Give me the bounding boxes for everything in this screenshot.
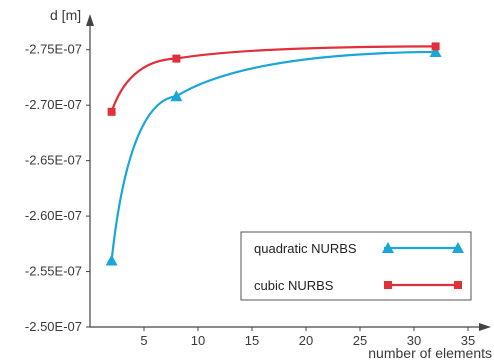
y-tick-label: -2.60E-07 — [25, 208, 82, 223]
legend-marker — [454, 281, 462, 289]
x-axis-arrow-icon — [479, 323, 491, 331]
ticks: 5 10 15 20 25 30 35 -2.50E-07 -2.55E-07 -2.60E-07… — [25, 42, 475, 348]
x-tick-label: 35 — [461, 333, 475, 348]
data-point-triangle — [105, 254, 118, 266]
data-point-square — [172, 54, 181, 63]
x-axis-title: number of elements — [368, 345, 492, 361]
y-tick-label: -2.65E-07 — [25, 153, 82, 168]
legend-label: cubic NURBS — [254, 278, 334, 293]
y-axis-arrow-icon — [86, 14, 94, 26]
legend-marker — [452, 242, 464, 253]
x-tick-label: 15 — [245, 333, 259, 348]
x-tick-label: 5 — [140, 333, 147, 348]
series-line-1 — [110, 45, 436, 113]
y-tick-label: -2.70E-07 — [25, 97, 82, 112]
series-line-0 — [110, 50, 436, 261]
y-tick-label: -2.50E-07 — [25, 319, 82, 334]
data-point-square — [107, 107, 116, 116]
x-tick-label: 30 — [407, 333, 421, 348]
x-tick-label: 25 — [353, 333, 367, 348]
legend-marker — [384, 281, 392, 289]
legend-box — [240, 231, 472, 301]
axes — [86, 14, 491, 331]
data-point-square — [431, 42, 440, 51]
legend: quadratic NURBS cubic NURBS — [240, 231, 472, 301]
y-tick-label: -2.55E-07 — [25, 264, 82, 279]
x-tick-label: 20 — [299, 333, 313, 348]
series-layer — [105, 42, 442, 266]
y-axis-title: d [m] — [50, 7, 81, 23]
data-point-triangle — [429, 45, 442, 57]
x-tick-label: 10 — [191, 333, 205, 348]
legend-label: quadratic NURBS — [254, 241, 357, 256]
legend-marker — [382, 242, 394, 253]
y-tick-label: -2.75E-07 — [25, 42, 82, 57]
data-point-triangle — [170, 90, 183, 102]
